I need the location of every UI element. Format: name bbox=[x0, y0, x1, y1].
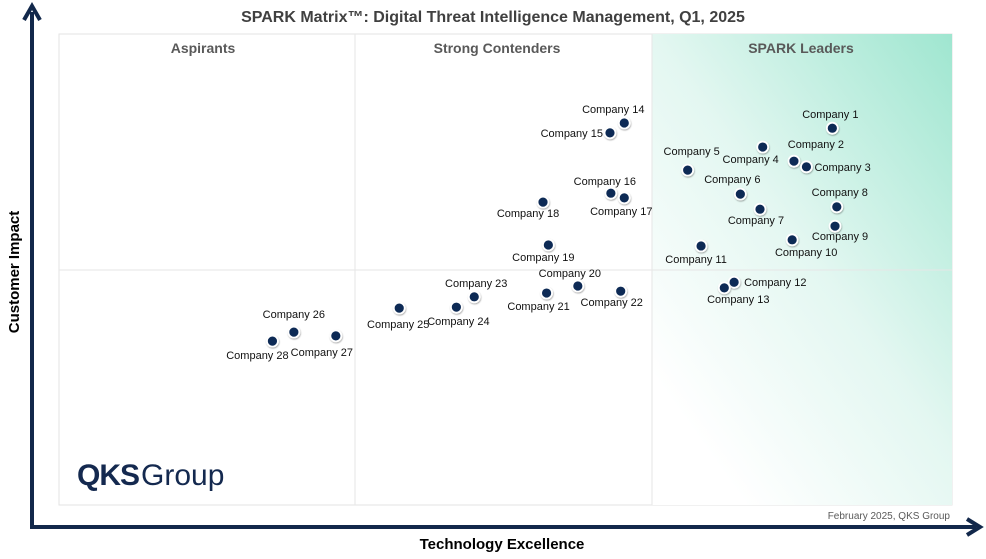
data-point bbox=[694, 239, 708, 253]
data-point bbox=[617, 116, 631, 130]
data-point bbox=[830, 200, 844, 214]
data-point-label: Company 18 bbox=[497, 208, 559, 220]
data-point bbox=[266, 334, 279, 348]
x-axis-arrow-icon bbox=[965, 517, 984, 537]
data-point-label: Company 12 bbox=[744, 277, 806, 289]
data-point bbox=[733, 187, 747, 201]
data-point-label: Company 15 bbox=[541, 128, 603, 140]
data-point-label: Company 10 bbox=[775, 247, 837, 259]
qks-logo: QKSGroup bbox=[77, 459, 224, 492]
quadrant-label-strong-contenders: Strong Contenders bbox=[434, 40, 561, 56]
data-point bbox=[787, 154, 801, 168]
data-point bbox=[329, 329, 343, 343]
chart-title: SPARK Matrix™: Digital Threat Intelligen… bbox=[241, 9, 745, 26]
data-point bbox=[541, 238, 555, 252]
data-point bbox=[617, 191, 631, 205]
data-point-label: Company 1 bbox=[802, 109, 858, 121]
data-point-label: Company 9 bbox=[812, 231, 868, 243]
data-point bbox=[536, 195, 550, 209]
data-point bbox=[717, 281, 731, 295]
data-point-label: Company 17 bbox=[590, 206, 652, 218]
data-point-label: Company 5 bbox=[664, 146, 720, 158]
data-point bbox=[467, 290, 481, 304]
quadrant-label-aspirants: Aspirants bbox=[171, 40, 236, 56]
footer-note: February 2025, QKS Group bbox=[828, 511, 951, 522]
data-point-label: Company 21 bbox=[507, 301, 569, 313]
data-point-label: Company 26 bbox=[263, 309, 325, 321]
data-point-label: Company 23 bbox=[445, 278, 507, 290]
data-point-label: Company 24 bbox=[427, 316, 489, 328]
y-axis-label: Customer Impact bbox=[6, 211, 23, 334]
data-point-label: Company 13 bbox=[707, 294, 769, 306]
data-point-label: Company 7 bbox=[728, 215, 784, 227]
data-point bbox=[614, 284, 628, 298]
data-point-label: Company 19 bbox=[512, 252, 574, 264]
data-point bbox=[449, 300, 463, 314]
data-point bbox=[681, 163, 695, 177]
data-point-label: Company 27 bbox=[291, 347, 353, 359]
svg-text:QKSGroup: QKSGroup bbox=[77, 459, 224, 492]
data-point-label: Company 14 bbox=[582, 104, 644, 116]
data-point bbox=[828, 219, 842, 233]
data-point-label: Company 8 bbox=[812, 187, 868, 199]
data-point bbox=[785, 233, 799, 247]
data-point bbox=[800, 160, 813, 174]
data-point-label: Company 2 bbox=[788, 139, 844, 151]
data-point bbox=[727, 275, 741, 289]
data-point-label: Company 3 bbox=[814, 162, 870, 174]
x-axis-label: Technology Excellence bbox=[420, 536, 585, 553]
data-point bbox=[571, 279, 585, 293]
data-point-label: Company 22 bbox=[581, 297, 643, 309]
data-point-label: Company 28 bbox=[226, 350, 288, 362]
data-point-label: Company 16 bbox=[574, 176, 636, 188]
data-point bbox=[603, 126, 617, 140]
data-point-label: Company 11 bbox=[665, 254, 727, 266]
data-point bbox=[756, 140, 770, 154]
data-point bbox=[392, 301, 406, 315]
quadrant-label-leaders: SPARK Leaders bbox=[748, 40, 854, 56]
data-point bbox=[753, 202, 767, 216]
y-axis-arrow-icon bbox=[22, 1, 42, 21]
data-point-label: Company 6 bbox=[704, 174, 760, 186]
data-point-label: Company 20 bbox=[539, 268, 601, 280]
data-point bbox=[540, 286, 553, 300]
data-point-label: Company 25 bbox=[367, 319, 429, 331]
data-point bbox=[825, 121, 839, 135]
data-point bbox=[287, 325, 301, 339]
data-point-label: Company 4 bbox=[723, 154, 779, 166]
data-point bbox=[604, 186, 618, 200]
